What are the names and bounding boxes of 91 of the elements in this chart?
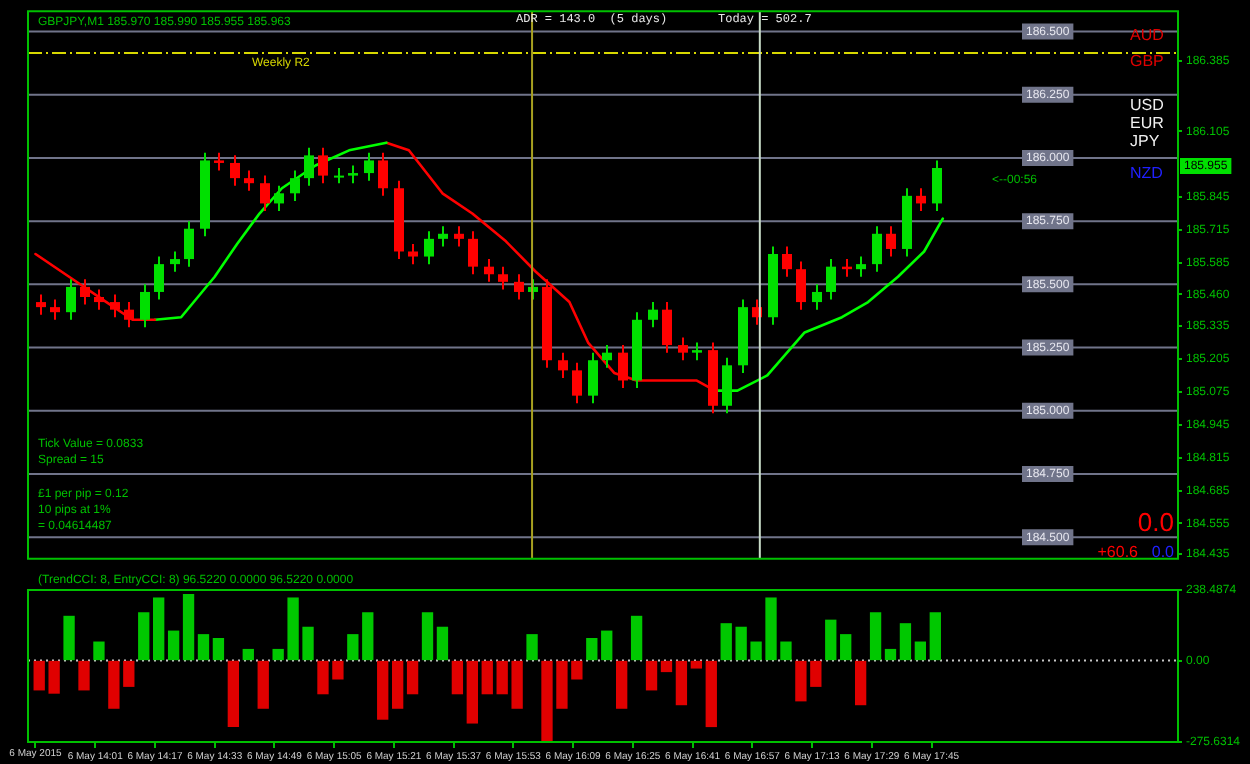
candlestick <box>140 283 150 329</box>
annotation: EUR <box>1130 114 1165 133</box>
bar <box>167 630 180 661</box>
bar <box>63 615 75 661</box>
candlestick <box>304 146 314 187</box>
candlestick <box>438 225 448 248</box>
annotation: NZD <box>1130 164 1164 183</box>
candlestick <box>916 187 926 213</box>
annotation: 0.0 <box>1137 507 1174 538</box>
candlestick <box>678 336 688 362</box>
bar <box>825 619 837 661</box>
candlestick <box>260 174 270 213</box>
bar <box>526 634 538 661</box>
bar <box>840 634 852 661</box>
candlestick <box>796 260 806 311</box>
candlestick <box>602 344 612 369</box>
candlestick <box>886 225 896 258</box>
bar <box>884 648 897 661</box>
candlestick <box>454 225 464 248</box>
bar <box>630 615 643 661</box>
candlestick <box>230 154 240 187</box>
bar <box>242 648 254 661</box>
candlestick <box>572 361 582 405</box>
bar <box>421 612 434 661</box>
bar <box>645 660 658 691</box>
bar <box>675 660 688 706</box>
bar <box>899 623 912 661</box>
bar <box>138 612 150 661</box>
candlestick <box>812 283 822 311</box>
bar <box>257 660 269 709</box>
candlestick <box>154 255 164 301</box>
bar <box>93 641 105 661</box>
bar <box>586 637 598 661</box>
bar <box>705 660 717 728</box>
bar <box>660 660 673 673</box>
candlestick <box>36 293 46 316</box>
bar <box>466 660 478 724</box>
candlestick <box>408 242 418 266</box>
candlestick <box>80 278 90 306</box>
annotation: GBP <box>1130 52 1164 71</box>
candlestick <box>558 351 568 379</box>
candlestick <box>170 250 180 273</box>
candlestick <box>290 169 300 202</box>
candlestick <box>274 184 284 213</box>
candlestick <box>468 230 478 276</box>
bar <box>869 612 882 661</box>
candlestick <box>424 230 434 266</box>
bar <box>347 634 359 661</box>
candlestick <box>364 151 374 182</box>
bar <box>481 660 493 695</box>
candlestick <box>782 245 792 278</box>
candlestick <box>856 255 866 278</box>
bar <box>391 660 404 709</box>
candlestick <box>722 356 732 415</box>
bar <box>690 660 702 669</box>
candlestick <box>244 169 254 192</box>
candlestick <box>184 220 194 268</box>
bar <box>227 660 240 728</box>
candlestick <box>662 301 672 354</box>
bar <box>197 634 210 661</box>
bar <box>212 637 225 661</box>
bar <box>362 612 374 661</box>
bar <box>436 626 449 661</box>
candlestick <box>94 288 104 311</box>
bar <box>929 612 941 661</box>
bar <box>153 597 165 661</box>
candlestick <box>826 258 836 301</box>
bar <box>914 641 927 661</box>
annotation: JPY <box>1130 132 1161 151</box>
annotation: AUD <box>1130 26 1165 45</box>
candlestick <box>318 146 328 185</box>
annotation: +60.6 <box>1097 543 1140 562</box>
bar <box>854 660 867 706</box>
bar <box>377 660 389 720</box>
bar <box>616 660 628 709</box>
candlestick <box>588 351 598 405</box>
bar <box>601 630 613 661</box>
candlestick <box>484 258 494 283</box>
bar <box>451 660 464 695</box>
candlestick <box>872 225 882 273</box>
candlestick <box>514 273 524 301</box>
annotation: 0.0 <box>1151 543 1176 562</box>
candlestick <box>50 298 60 321</box>
candlestick <box>378 151 388 197</box>
bar <box>78 660 90 691</box>
candlestick <box>66 278 76 321</box>
candlestick <box>932 159 942 213</box>
bar <box>406 660 419 695</box>
annotation: USD <box>1130 96 1165 115</box>
candlestick <box>498 265 508 291</box>
candlestick <box>648 301 658 329</box>
